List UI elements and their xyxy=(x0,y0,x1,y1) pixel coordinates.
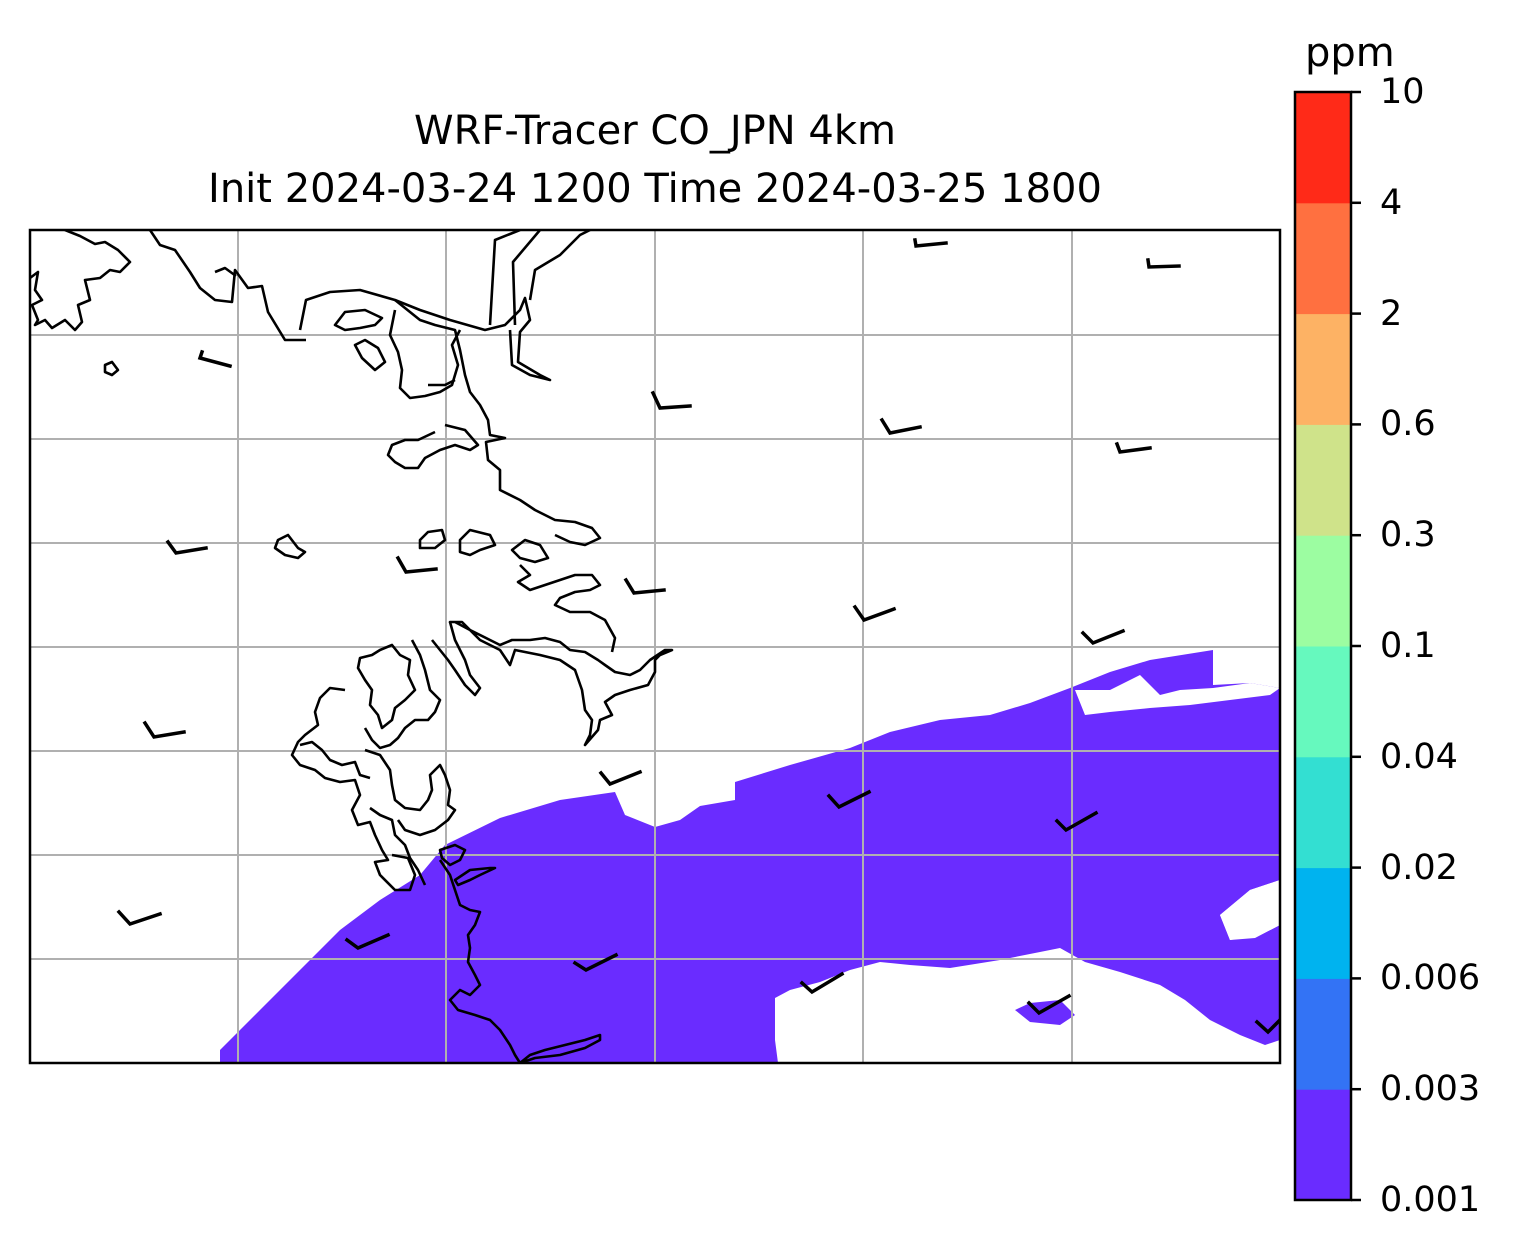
wind-barb xyxy=(142,720,187,739)
colorbar-band xyxy=(1295,424,1351,536)
colorbar-tick-label: 0.1 xyxy=(1380,626,1436,666)
colorbar-band xyxy=(1295,92,1351,204)
map-title: WRF-Tracer CO_JPN 4km xyxy=(414,108,896,154)
wind-barb xyxy=(1054,810,1099,833)
colorbar-band xyxy=(1295,978,1351,1090)
wind-barb xyxy=(1146,258,1181,269)
wind-barb xyxy=(395,555,438,574)
wind-barb xyxy=(572,952,619,973)
wind-barb xyxy=(197,349,233,369)
wind-barb xyxy=(623,577,666,595)
wind-barb xyxy=(598,769,643,787)
colorbar-tick-label: 0.04 xyxy=(1380,736,1458,777)
colorbar-band xyxy=(1295,646,1351,758)
coastlines xyxy=(30,230,674,1063)
tracer-gap xyxy=(785,1032,840,1063)
colorbar-tick-label: 0.006 xyxy=(1380,958,1481,999)
wind-barb xyxy=(1114,441,1152,454)
colorbar-tick-label: 10 xyxy=(1380,72,1425,112)
map-gridlines xyxy=(30,230,1280,1063)
wind-barb xyxy=(852,604,897,623)
wind-barb xyxy=(165,539,209,555)
tracer-gap xyxy=(965,1020,990,1063)
wind-barb xyxy=(799,971,845,995)
tracer-gap xyxy=(1220,880,1280,940)
colorbar-tick-label: 0.02 xyxy=(1380,847,1458,888)
wind-barb xyxy=(912,237,948,248)
map-frame xyxy=(28,228,1282,1065)
colorbar-tick-label: 0.6 xyxy=(1380,404,1436,445)
wind-barb xyxy=(116,909,163,927)
colorbar-band xyxy=(1295,1089,1351,1201)
colorbar-band xyxy=(1295,313,1351,425)
wind-barb xyxy=(826,789,872,810)
colorbar-tick-label: 0.3 xyxy=(1380,515,1436,556)
wind-barb xyxy=(1254,1017,1280,1035)
wind-barb xyxy=(650,390,692,410)
colorbar-tick-label: 0.003 xyxy=(1380,1069,1481,1110)
wind-barb xyxy=(879,417,923,435)
colorbar-band xyxy=(1295,756,1351,869)
map-subtitle: Init 2024-03-24 1200 Time 2024-03-25 180… xyxy=(208,166,1102,212)
colorbar-band xyxy=(1295,867,1351,979)
tracer-gap xyxy=(1075,675,1280,715)
colorbar-band xyxy=(1295,535,1351,647)
wind-barb xyxy=(344,932,391,951)
wind-barb xyxy=(1026,993,1072,1016)
wind-barb xyxy=(1080,628,1126,646)
colorbar-band xyxy=(1295,202,1351,315)
colorbar-tick-label: 2 xyxy=(1380,293,1403,334)
tracer-concentration-area xyxy=(220,650,1280,1063)
colorbar-tick-label: 0.001 xyxy=(1380,1180,1481,1220)
colorbar-unit-label: ppm xyxy=(1305,30,1395,76)
colorbar-tick-label: 4 xyxy=(1380,182,1403,223)
colorbar xyxy=(1295,92,1351,1201)
